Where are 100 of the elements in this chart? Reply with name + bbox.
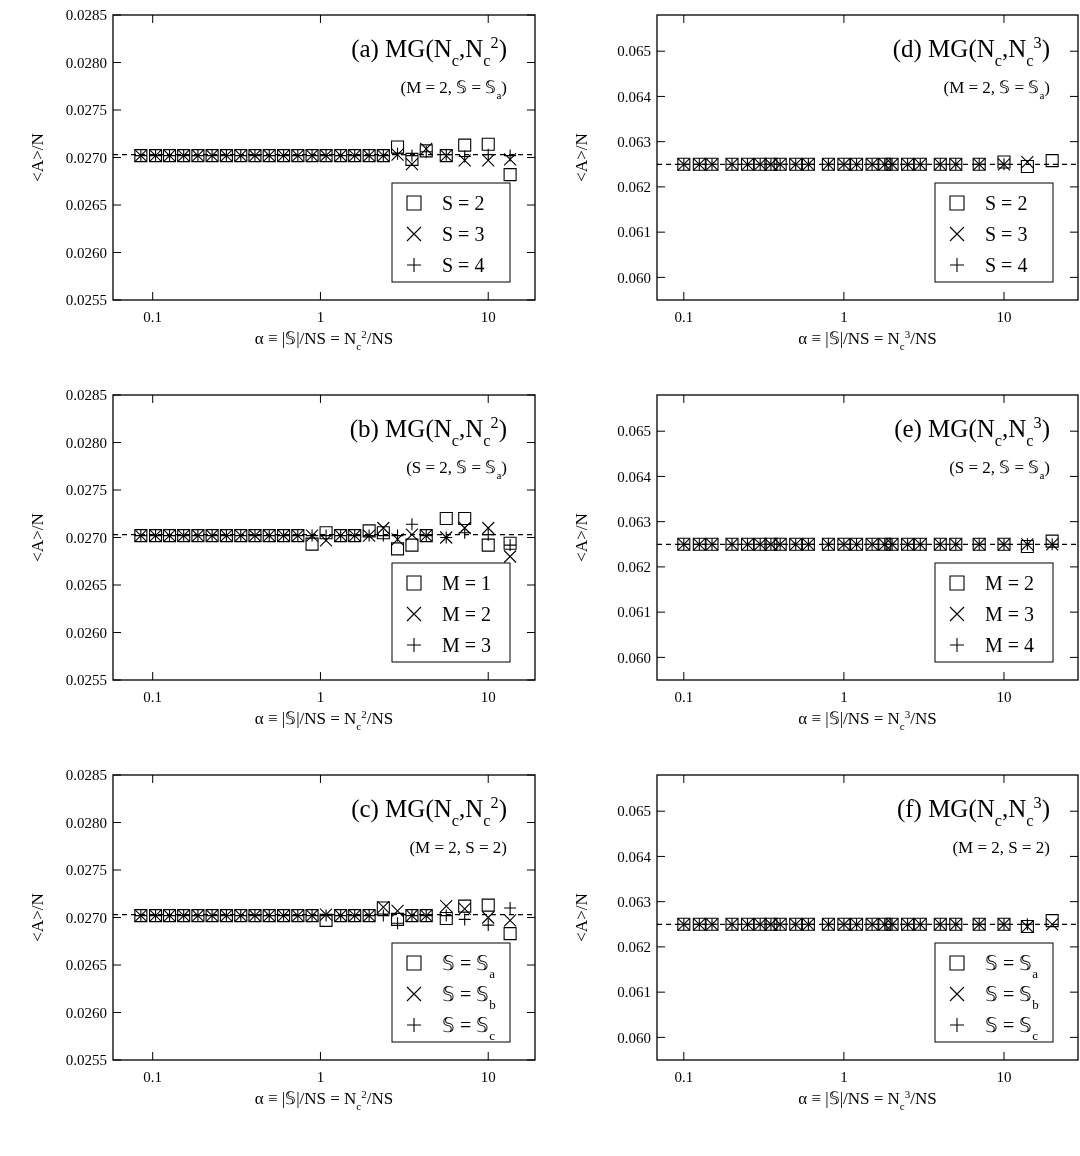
y-tick-label: 0.0285 [65, 767, 107, 784]
y-axis-title: <A>/N [572, 133, 591, 182]
point [390, 542, 405, 556]
text: (d) MG(N$_{c}$,N$_{c}$$^{3}$) [892, 34, 1050, 70]
y-tick-label: 0.061 [617, 224, 651, 241]
x-axis-title: α ≡ |𝕊|/NS = N$_{c}$$^{3}$/NS [798, 1088, 937, 1112]
y-tick-label: 0.0255 [65, 672, 107, 689]
x-tick-label: 10 [480, 1069, 496, 1085]
x-axis-title: α ≡ |𝕊|/NS = N$_{c}$$^{2}$/NS [254, 708, 394, 732]
text: (S = 2, 𝕊 = 𝕊$_{a}$) [406, 458, 507, 481]
legend-label: 𝕊 = 𝕊$_{a}$ [442, 952, 496, 981]
x-axis-title: α ≡ |𝕊|/NS = N$_{c}$$^{3}$/NS [798, 328, 937, 352]
y-axis-title: <A>/N [28, 513, 47, 562]
y-tick-label: 0.0270 [65, 909, 107, 926]
legend-label: S = 4 [985, 254, 1028, 276]
y-tick-label: 0.0260 [65, 244, 107, 261]
text: (M = 2, S = 2) [409, 838, 507, 857]
y-tick-label: 0.065 [617, 43, 651, 60]
point [305, 537, 319, 551]
x-tick-label: 10 [996, 309, 1012, 325]
x-tick-label: 0.1 [143, 309, 163, 325]
y-tick-label: 0.0270 [65, 529, 107, 546]
y-tick-label: 0.0260 [65, 1004, 107, 1021]
legend-label: S = 3 [985, 223, 1028, 245]
text: (M = 2, 𝕊 = 𝕊$_{a}$) [943, 78, 1050, 101]
legend-label: 𝕊 = 𝕊$_{c}$ [442, 1014, 496, 1043]
y-tick-label: 0.0285 [65, 387, 107, 404]
legend-label: M = 1 [442, 572, 492, 594]
point [390, 140, 405, 154]
legend-label: M = 3 [442, 634, 492, 656]
y-tick-label: 0.063 [617, 133, 651, 150]
point [376, 521, 390, 535]
text: (a) MG(N$_{c}$,N$_{c}$$^{2}$) [351, 34, 507, 70]
text: (S = 2, 𝕊 = 𝕊$_{a}$) [949, 458, 1050, 481]
point [362, 524, 376, 538]
text: (c) MG(N$_{c}$,N$_{c}$$^{2}$) [351, 794, 507, 830]
y-tick-label: 0.0280 [65, 54, 107, 71]
point [405, 538, 419, 552]
legend-label: 𝕊 = 𝕊$_{c}$ [985, 1014, 1039, 1043]
y-axis-title: <A>/N [572, 893, 591, 942]
legend-label: S = 3 [442, 223, 485, 245]
x-tick-label: 1 [840, 1069, 848, 1085]
y-tick-label: 0.0265 [65, 577, 107, 594]
y-tick-label: 0.060 [617, 269, 651, 286]
legend-label: 𝕊 = 𝕊$_{a}$ [985, 952, 1039, 981]
y-tick-label: 0.065 [617, 423, 651, 440]
y-axis-title: <A>/N [28, 893, 47, 942]
y-tick-label: 0.065 [617, 803, 651, 820]
x-tick-label: 1 [840, 309, 848, 325]
y-tick-label: 0.0275 [65, 482, 107, 499]
x-axis-title: α ≡ |𝕊|/NS = N$_{c}$$^{2}$/NS [254, 1088, 394, 1112]
y-tick-label: 0.064 [617, 848, 652, 865]
x-tick-label: 1 [316, 1069, 325, 1085]
x-tick-label: 10 [996, 689, 1012, 705]
x-tick-label: 1 [840, 689, 848, 705]
y-tick-label: 0.060 [617, 1029, 651, 1046]
y-tick-label: 0.063 [617, 893, 651, 910]
x-tick-label: 10 [480, 689, 496, 705]
x-tick-label: 0.1 [674, 1069, 694, 1085]
text: (e) MG(N$_{c}$,N$_{c}$$^{3}$) [894, 414, 1050, 450]
y-tick-label: 0.0275 [65, 862, 107, 879]
x-tick-label: 0.1 [674, 309, 694, 325]
x-tick-label: 0.1 [143, 1069, 163, 1085]
x-tick-label: 10 [480, 309, 496, 325]
y-tick-label: 0.062 [617, 179, 651, 196]
x-axis-title: α ≡ |𝕊|/NS = N$_{c}$$^{2}$/NS [254, 328, 394, 352]
x-tick-label: 1 [316, 689, 325, 705]
y-axis-title: <A>/N [572, 513, 591, 562]
y-tick-label: 0.060 [617, 649, 651, 666]
legend-label: M = 2 [985, 572, 1035, 594]
y-tick-label: 0.0260 [65, 624, 107, 641]
legend-label: S = 4 [442, 254, 485, 276]
y-tick-label: 0.061 [617, 604, 651, 621]
text: (M = 2, S = 2) [952, 838, 1050, 857]
text: (f) MG(N$_{c}$,N$_{c}$$^{3}$) [896, 794, 1050, 830]
legend-label: S = 2 [985, 192, 1028, 214]
y-tick-label: 0.061 [617, 984, 651, 1001]
x-tick-label: 0.1 [143, 689, 163, 705]
y-tick-label: 0.064 [617, 88, 652, 105]
y-tick-label: 0.0285 [65, 7, 107, 24]
text: (b) MG(N$_{c}$,N$_{c}$$^{2}$) [349, 414, 507, 450]
y-axis-title: <A>/N [28, 133, 47, 182]
legend-label: S = 2 [442, 192, 485, 214]
y-tick-label: 0.064 [617, 468, 652, 485]
x-tick-label: 1 [316, 309, 325, 325]
x-tick-label: 0.1 [674, 689, 694, 705]
y-tick-label: 0.0280 [65, 814, 107, 831]
y-tick-label: 0.0280 [65, 434, 107, 451]
y-tick-label: 0.0265 [65, 197, 107, 214]
legend-label: M = 4 [985, 634, 1035, 656]
y-tick-label: 0.0265 [65, 957, 107, 974]
x-axis-title: α ≡ |𝕊|/NS = N$_{c}$$^{3}$/NS [798, 708, 937, 732]
y-tick-label: 0.0255 [65, 292, 107, 309]
y-tick-label: 0.063 [617, 513, 651, 530]
y-tick-label: 0.0255 [65, 1052, 107, 1069]
y-tick-label: 0.062 [617, 939, 651, 956]
text: (M = 2, 𝕊 = 𝕊$_{a}$) [400, 78, 507, 101]
y-tick-label: 0.062 [617, 559, 651, 576]
x-tick-label: 10 [996, 1069, 1012, 1085]
y-tick-label: 0.0270 [65, 149, 107, 166]
